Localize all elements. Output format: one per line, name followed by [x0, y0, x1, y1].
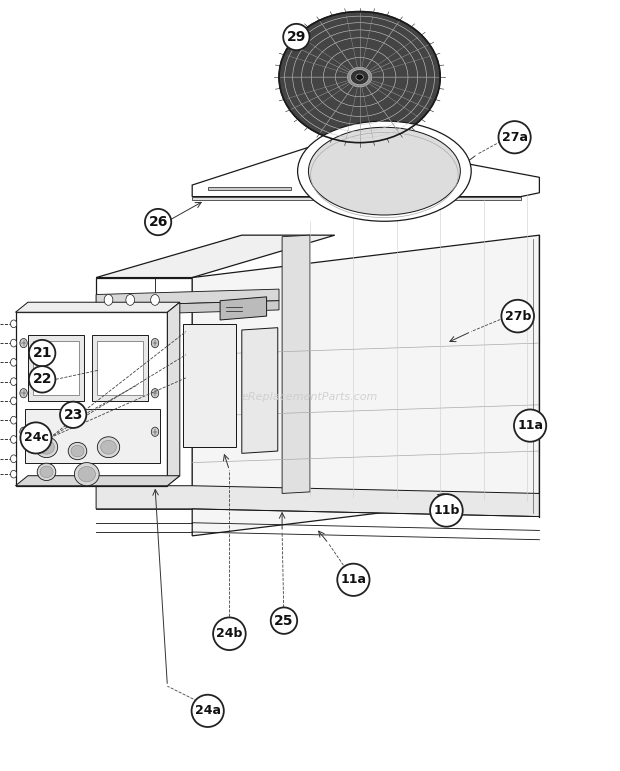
- Polygon shape: [192, 139, 539, 197]
- Polygon shape: [183, 324, 236, 447]
- Polygon shape: [192, 197, 521, 200]
- Polygon shape: [96, 278, 192, 486]
- Text: 27b: 27b: [505, 310, 531, 322]
- Circle shape: [11, 378, 17, 386]
- Circle shape: [126, 295, 135, 305]
- Polygon shape: [242, 328, 278, 453]
- Text: 25: 25: [274, 614, 294, 628]
- Text: 11a: 11a: [517, 419, 543, 432]
- Text: 27a: 27a: [502, 131, 528, 143]
- Text: 26: 26: [148, 215, 168, 229]
- Text: 24c: 24c: [24, 432, 48, 444]
- Polygon shape: [319, 133, 366, 159]
- Polygon shape: [16, 476, 180, 486]
- Circle shape: [151, 295, 159, 305]
- Ellipse shape: [74, 463, 99, 486]
- Polygon shape: [96, 235, 335, 278]
- Text: eReplacementParts.com: eReplacementParts.com: [242, 392, 378, 402]
- Text: 11a: 11a: [340, 574, 366, 586]
- Ellipse shape: [309, 127, 460, 215]
- Polygon shape: [33, 341, 79, 395]
- Text: 24b: 24b: [216, 628, 242, 640]
- Circle shape: [11, 359, 17, 366]
- Ellipse shape: [38, 440, 55, 454]
- Ellipse shape: [279, 12, 440, 143]
- Ellipse shape: [78, 466, 95, 482]
- Polygon shape: [16, 312, 167, 486]
- Polygon shape: [16, 302, 180, 312]
- Polygon shape: [92, 335, 148, 401]
- Circle shape: [20, 338, 27, 348]
- Polygon shape: [25, 409, 160, 463]
- Text: 24a: 24a: [195, 705, 221, 717]
- Circle shape: [151, 427, 159, 436]
- Circle shape: [20, 427, 27, 436]
- Polygon shape: [208, 187, 291, 190]
- Circle shape: [104, 295, 113, 305]
- Polygon shape: [96, 486, 539, 517]
- Polygon shape: [96, 289, 279, 306]
- Ellipse shape: [347, 67, 371, 87]
- Circle shape: [20, 389, 27, 398]
- Ellipse shape: [40, 466, 53, 477]
- Ellipse shape: [350, 69, 369, 85]
- Text: 23: 23: [63, 408, 83, 422]
- Ellipse shape: [356, 74, 363, 80]
- Ellipse shape: [100, 440, 117, 454]
- Polygon shape: [282, 235, 310, 493]
- Circle shape: [11, 416, 17, 424]
- Ellipse shape: [71, 446, 84, 456]
- Polygon shape: [96, 301, 279, 315]
- Polygon shape: [97, 341, 143, 395]
- Circle shape: [11, 455, 17, 463]
- Circle shape: [151, 389, 159, 398]
- Circle shape: [151, 338, 159, 348]
- Ellipse shape: [35, 436, 58, 458]
- Text: 21: 21: [32, 346, 52, 360]
- Ellipse shape: [68, 443, 87, 460]
- Circle shape: [11, 436, 17, 443]
- Polygon shape: [192, 235, 539, 536]
- Text: 22: 22: [32, 372, 52, 386]
- Polygon shape: [28, 335, 84, 401]
- Circle shape: [11, 470, 17, 478]
- Ellipse shape: [97, 436, 120, 458]
- Circle shape: [11, 397, 17, 405]
- Circle shape: [11, 339, 17, 347]
- Polygon shape: [220, 297, 267, 320]
- Ellipse shape: [37, 463, 56, 480]
- Ellipse shape: [298, 121, 471, 221]
- Text: 29: 29: [286, 30, 306, 44]
- Text: 11b: 11b: [433, 504, 459, 517]
- Circle shape: [11, 320, 17, 328]
- Polygon shape: [167, 302, 180, 486]
